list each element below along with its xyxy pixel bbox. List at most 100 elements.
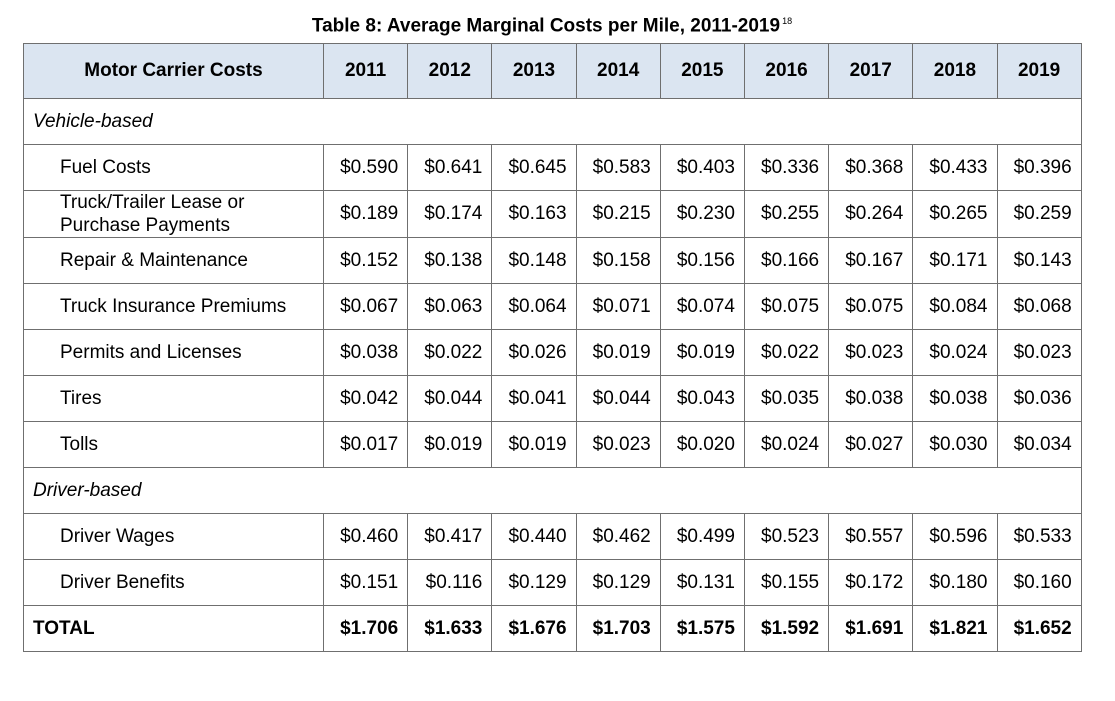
- cost-cell: $0.138: [407, 237, 493, 284]
- cost-cell: $0.022: [407, 329, 493, 376]
- header-year: 2012: [407, 43, 493, 99]
- cost-cell: $0.460: [322, 513, 409, 560]
- cost-cell: $0.019: [659, 329, 745, 376]
- cost-cell: $0.163: [491, 190, 577, 238]
- table-row: Tires $0.042 $0.044 $0.041 $0.044 $0.043 $0.03…: [23, 375, 1082, 422]
- header-year: 2015: [659, 43, 745, 99]
- cost-cell: $0.038: [912, 375, 998, 422]
- cost-cell: $0.462: [575, 513, 661, 560]
- footnote-marker: 18: [782, 16, 793, 26]
- cost-cell: $0.023: [828, 329, 914, 376]
- cost-cell: $0.596: [912, 513, 998, 560]
- table-caption: Table 8: Average Marginal Costs per Mile…: [23, 9, 1081, 38]
- cost-cell: $0.151: [322, 559, 409, 606]
- cost-cell: $0.264: [828, 190, 914, 238]
- cost-cell: $0.064: [491, 283, 577, 330]
- cost-cell: $0.044: [407, 375, 493, 422]
- cost-cell: $0.023: [996, 329, 1082, 376]
- cost-cell: $0.022: [743, 329, 830, 376]
- cost-cell: $0.368: [828, 144, 914, 191]
- cost-cell: $0.174: [407, 190, 493, 238]
- row-label: Driver Wages: [23, 513, 324, 560]
- row-label: Truck/Trailer Lease or Purchase Payments: [23, 190, 324, 238]
- cost-cell: $0.067: [322, 283, 409, 330]
- cost-cell: $0.116: [407, 559, 493, 606]
- table-row: Driver Wages $0.460 $0.417 $0.440 $0.462 $0.4…: [23, 513, 1082, 560]
- cost-cell: $0.158: [575, 237, 661, 284]
- total-cell: $1.703: [575, 605, 661, 652]
- total-cell: $1.633: [407, 605, 493, 652]
- cost-cell: $0.641: [407, 144, 493, 191]
- cost-cell: $0.019: [575, 329, 661, 376]
- cost-cell: $0.166: [743, 237, 830, 284]
- cost-cell: $0.024: [743, 421, 830, 468]
- header-year: 2019: [996, 43, 1082, 99]
- section-row: Driver-based: [23, 467, 1082, 514]
- total-cell: $1.652: [996, 605, 1082, 652]
- table-row: Truck/Trailer Lease or Purchase Payments…: [23, 190, 1082, 238]
- total-cell: $1.691: [828, 605, 914, 652]
- table-row: Permits and Licenses $0.038 $0.022 $0.026 $0…: [23, 329, 1082, 376]
- cost-cell: $0.148: [491, 237, 577, 284]
- cost-cell: $0.523: [743, 513, 830, 560]
- cost-cell: $0.042: [322, 375, 409, 422]
- total-label: TOTAL: [23, 605, 324, 652]
- header-row: Motor Carrier Costs 2011 2012 2013 2014 …: [23, 43, 1082, 99]
- cost-cell: $0.255: [743, 190, 830, 238]
- row-label: Truck Insurance Premiums: [23, 283, 324, 330]
- total-cell: $1.676: [491, 605, 577, 652]
- cost-cell: $0.063: [407, 283, 493, 330]
- section-row: Vehicle-based: [23, 98, 1082, 145]
- row-label: Fuel Costs: [23, 144, 324, 191]
- cost-cell: $0.499: [659, 513, 745, 560]
- table-row: Fuel Costs $0.590 $0.641 $0.645 $0.583 $0.403…: [23, 144, 1082, 191]
- cost-cell: $0.265: [912, 190, 998, 238]
- header-label: Motor Carrier Costs: [23, 43, 324, 99]
- section-heading: Vehicle-based: [23, 98, 1082, 145]
- header-year: 2011: [322, 43, 409, 99]
- cost-cell: $0.259: [996, 190, 1082, 238]
- marginal-costs-table: Motor Carrier Costs 2011 2012 2013 2014 …: [23, 43, 1082, 652]
- cost-cell: $0.084: [912, 283, 998, 330]
- header-year: 2016: [743, 43, 830, 99]
- cost-cell: $0.068: [996, 283, 1082, 330]
- cost-cell: $0.027: [828, 421, 914, 468]
- total-cell: $1.592: [743, 605, 830, 652]
- cost-cell: $0.074: [659, 283, 745, 330]
- cost-cell: $0.230: [659, 190, 745, 238]
- table-body: Vehicle-based Fuel Costs $0.590 $0.641 $0.64…: [23, 98, 1082, 652]
- cost-cell: $0.557: [828, 513, 914, 560]
- header-year: 2018: [912, 43, 998, 99]
- cost-cell: $0.215: [575, 190, 661, 238]
- section-heading: Driver-based: [23, 467, 1082, 514]
- row-label: Repair & Maintenance: [23, 237, 324, 284]
- cost-cell: $0.129: [575, 559, 661, 606]
- row-label: Permits and Licenses: [23, 329, 324, 376]
- cost-cell: $0.180: [912, 559, 998, 606]
- cost-cell: $0.019: [407, 421, 493, 468]
- cost-cell: $0.034: [996, 421, 1082, 468]
- cost-cell: $0.533: [996, 513, 1082, 560]
- row-label: Driver Benefits: [23, 559, 324, 606]
- cost-cell: $0.417: [407, 513, 493, 560]
- cost-cell: $0.131: [659, 559, 745, 606]
- cost-cell: $0.583: [575, 144, 661, 191]
- cost-cell: $0.155: [743, 559, 830, 606]
- total-cell: $1.706: [322, 605, 409, 652]
- cost-cell: $0.044: [575, 375, 661, 422]
- cost-cell: $0.440: [491, 513, 577, 560]
- cost-cell: $0.023: [575, 421, 661, 468]
- cost-cell: $0.189: [322, 190, 409, 238]
- cost-cell: $0.075: [828, 283, 914, 330]
- cost-cell: $0.030: [912, 421, 998, 468]
- cost-cell: $0.038: [828, 375, 914, 422]
- cost-cell: $0.017: [322, 421, 409, 468]
- cost-cell: $0.036: [996, 375, 1082, 422]
- cost-cell: $0.396: [996, 144, 1082, 191]
- cost-cell: $0.035: [743, 375, 830, 422]
- cost-cell: $0.336: [743, 144, 830, 191]
- cost-cell: $0.156: [659, 237, 745, 284]
- table-header: Motor Carrier Costs 2011 2012 2013 2014 …: [23, 43, 1082, 99]
- cost-cell: $0.160: [996, 559, 1082, 606]
- cost-cell: $0.171: [912, 237, 998, 284]
